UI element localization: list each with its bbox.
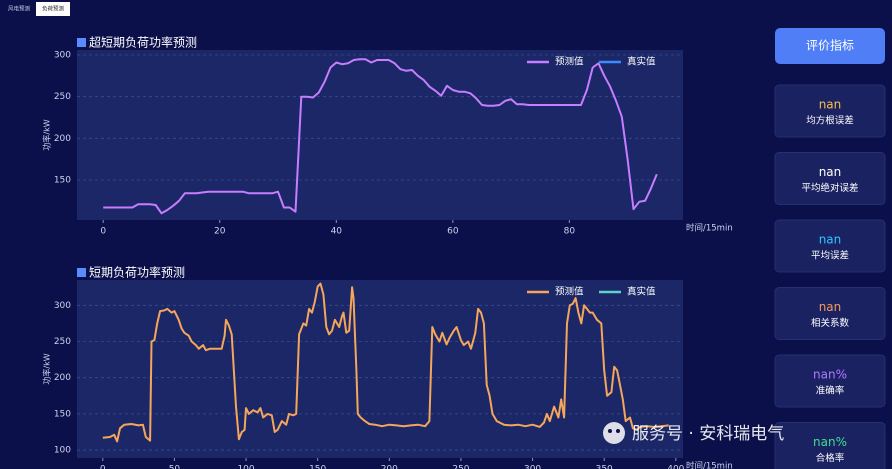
tab[interactable]: 风电预测 xyxy=(8,5,31,13)
x-tick-label: 0 xyxy=(100,465,106,469)
legend-label: 真实值 xyxy=(627,56,656,68)
metric-value: nan xyxy=(819,98,842,112)
x-axis-label: 时间/15min xyxy=(686,223,733,234)
metric-label: 均方根误差 xyxy=(806,115,854,127)
series-line xyxy=(102,282,669,443)
y-tick-label: 250 xyxy=(54,92,71,102)
title-marker xyxy=(77,38,86,47)
series-line xyxy=(103,58,658,215)
legend-label: 真实值 xyxy=(627,286,656,298)
x-tick-label: 20 xyxy=(214,227,226,237)
legend-label: 预测值 xyxy=(555,56,584,68)
title-marker xyxy=(77,268,86,277)
metric-card xyxy=(774,152,886,205)
metric-label: 平均绝对误差 xyxy=(801,182,858,194)
tab[interactable]: 负荷预测 xyxy=(42,5,65,13)
watermark-icon-dot xyxy=(616,429,620,433)
metric-label: 平均误差 xyxy=(811,250,849,262)
y-axis-label: 功率/kW xyxy=(42,119,52,150)
x-tick-label: 0 xyxy=(100,227,106,237)
metric-card xyxy=(774,422,886,469)
metric-card xyxy=(774,287,886,340)
y-tick-label: 200 xyxy=(54,373,71,383)
x-tick-label: 300 xyxy=(524,465,541,469)
x-tick-label: 60 xyxy=(447,227,459,237)
x-tick-label: 250 xyxy=(452,465,469,469)
metric-value: nan xyxy=(819,300,842,314)
y-tick-label: 300 xyxy=(54,51,71,61)
legend-label: 预测值 xyxy=(555,286,584,298)
x-tick-label: 350 xyxy=(596,465,613,469)
plot-area xyxy=(77,280,683,458)
metric-label: 相关系数 xyxy=(811,317,850,329)
metric-label: 合格率 xyxy=(816,452,845,464)
metric-label: 准确率 xyxy=(816,385,845,397)
metric-value: nan xyxy=(819,233,842,247)
chart-title: 超短期负荷功率预测 xyxy=(89,35,197,50)
x-tick-label: 150 xyxy=(309,465,326,469)
x-tick-label: 80 xyxy=(564,227,576,237)
x-tick-label: 100 xyxy=(237,465,254,469)
y-tick-label: 150 xyxy=(54,176,71,186)
y-tick-label: 200 xyxy=(54,134,71,144)
y-tick-label: 150 xyxy=(54,409,71,419)
metric-card xyxy=(774,219,886,273)
metric-value: nan% xyxy=(813,368,847,382)
y-axis-label: 功率/kW xyxy=(42,353,52,384)
watermark-icon xyxy=(603,422,625,444)
y-tick-label: 300 xyxy=(54,301,71,311)
tab-active[interactable] xyxy=(36,2,70,16)
metric-value: nan xyxy=(819,165,842,179)
metrics-button-label[interactable]: 评价指标 xyxy=(806,38,854,53)
x-tick-label: 40 xyxy=(331,227,343,237)
x-tick-label: 400 xyxy=(667,465,684,469)
y-tick-label: 250 xyxy=(54,337,71,347)
metric-value: nan% xyxy=(813,435,847,449)
x-axis-label: 时间/15min xyxy=(686,461,733,469)
plot-area xyxy=(77,50,683,220)
y-tick-label: 100 xyxy=(54,446,71,456)
watermark-icon-dot xyxy=(608,429,612,433)
watermark: 服务号 · 安科瑞电气 xyxy=(632,424,784,444)
metrics-button[interactable] xyxy=(775,28,885,64)
x-tick-label: 200 xyxy=(381,465,398,469)
x-tick-label: 50 xyxy=(169,465,181,469)
chart-title: 短期负荷功率预测 xyxy=(89,265,185,280)
metric-card xyxy=(774,84,886,138)
metric-card xyxy=(774,354,886,408)
